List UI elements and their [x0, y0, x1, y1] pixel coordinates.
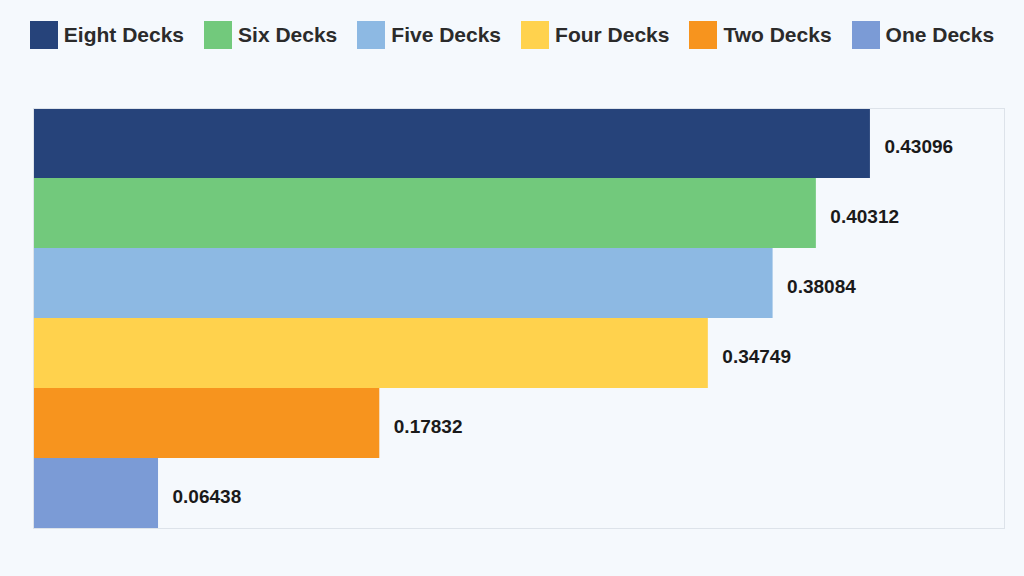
svg-text:0.38084: 0.38084	[787, 276, 856, 297]
html-text:One Decks: One Decks	[885, 23, 995, 46]
html-text:Six Decks: Six Decks	[238, 23, 338, 46]
svg-text:0.43096: 0.43096	[884, 136, 953, 157]
svg-text:0.40312: 0.40312	[830, 206, 899, 227]
html-text:Five Decks: Five Decks	[391, 23, 502, 46]
html-text:Eight Decks: Eight Decks	[63, 23, 185, 46]
html-text:Two Decks: Two Decks	[723, 23, 832, 46]
svg-text:0.17832: 0.17832	[394, 416, 463, 437]
svg-text:0.34749: 0.34749	[722, 346, 791, 367]
html-text:Four Decks: Four Decks	[555, 23, 670, 46]
svg-text:0.06438: 0.06438	[173, 486, 242, 507]
